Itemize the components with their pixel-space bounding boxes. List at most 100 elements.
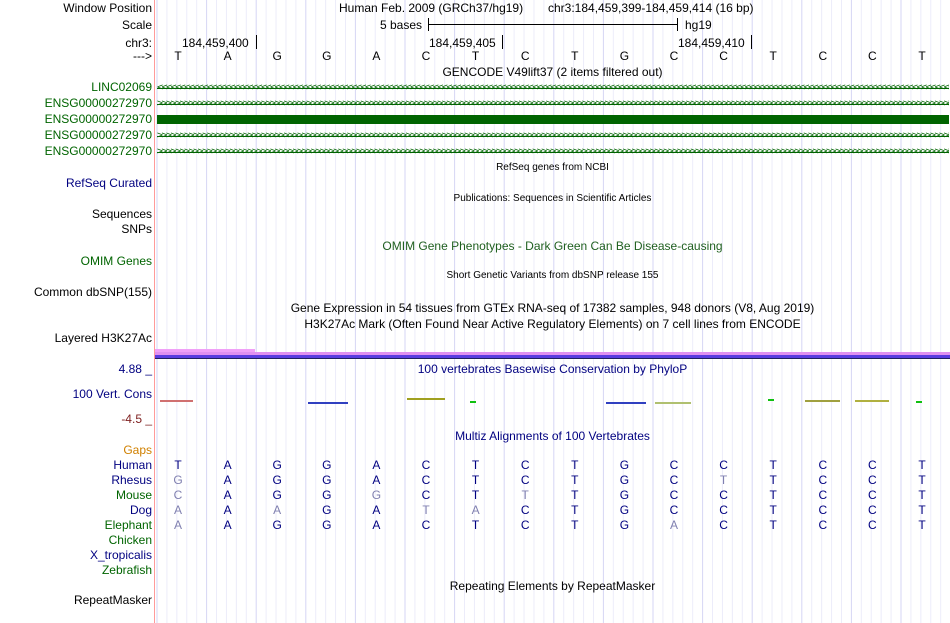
- dbsnp-label[interactable]: Common dbSNP(155): [33, 285, 152, 299]
- aligned-base-dog-13: T: [769, 503, 777, 517]
- aligned-base-rhesus-3: G: [272, 473, 282, 487]
- strand-arrows: >>>>>>>>>>>>>>>>>>>>>>>>>>>>>>>>>>>>>>>>…: [157, 146, 949, 157]
- scale-bar-left-end: [428, 18, 429, 31]
- species-label-elephant[interactable]: Elephant: [104, 518, 152, 532]
- gtex-track-title[interactable]: Gene Expression in 54 tissues from GTEx …: [290, 301, 815, 315]
- aligned-base-human-14: C: [818, 458, 828, 472]
- gene-label-ensg-4[interactable]: ENSG00000272970: [44, 144, 152, 158]
- dbsnp-track-title[interactable]: Short Genetic Variants from dbSNP releas…: [446, 270, 659, 281]
- gene-feature-ensg-4[interactable]: >>>>>>>>>>>>>>>>>>>>>>>>>>>>>>>>>>>>>>>>…: [157, 146, 949, 158]
- gene-label-ensg-2[interactable]: ENSG00000272970: [44, 112, 152, 126]
- vert-cons-label[interactable]: 100 Vert. Cons: [72, 387, 152, 401]
- base-5: A: [372, 49, 381, 63]
- aligned-base-mouse-12: C: [719, 488, 728, 502]
- species-label-chicken[interactable]: Chicken: [108, 533, 152, 547]
- aligned-base-elephant-11: A: [669, 518, 678, 532]
- scale-bar: [428, 24, 677, 25]
- base-7: T: [471, 49, 480, 63]
- phylop-track-title[interactable]: 100 vertebrates Basewise Conservation by…: [417, 362, 688, 376]
- omim-track-title[interactable]: OMIM Gene Phenotypes - Dark Green Can Be…: [382, 239, 723, 253]
- base-12: C: [719, 49, 728, 63]
- cons-mark-4: [470, 401, 476, 403]
- aligned-base-dog-2: A: [223, 503, 232, 517]
- aligned-base-elephant-8: C: [520, 518, 530, 532]
- rmsk-track-title[interactable]: Repeating Elements by RepeatMasker: [449, 579, 656, 593]
- base-gridlines: [156, 0, 942, 623]
- aligned-base-human-2: A: [223, 458, 232, 472]
- repeatmasker-label[interactable]: RepeatMasker: [73, 593, 152, 607]
- gene-line: [157, 104, 949, 105]
- aligned-base-dog-9: T: [571, 503, 579, 517]
- aligned-base-dog-16: T: [918, 503, 926, 517]
- cons-mark-6: [655, 402, 691, 404]
- aligned-base-mouse-1: C: [173, 488, 183, 502]
- aligned-base-elephant-12: C: [719, 518, 728, 532]
- aligned-base-human-15: C: [868, 458, 877, 472]
- base-3: G: [272, 49, 282, 63]
- cons-mark-1: [160, 400, 193, 402]
- coord-label-2: 184,459,405: [429, 36, 496, 50]
- gene-feature-linc02069[interactable]: <<<<<<<<<<<<<<<<<<<<<<<<<<<<<<<<<<<<<<<<…: [157, 82, 949, 94]
- aligned-base-rhesus-14: C: [818, 473, 828, 487]
- omim-label[interactable]: OMIM Genes: [80, 254, 152, 268]
- gene-feature-ensg-1[interactable]: >>>>>>>>>>>>>>>>>>>>>>>>>>>>>>>>>>>>>>>>…: [157, 98, 949, 110]
- gene-label-ensg-1[interactable]: ENSG00000272970: [44, 96, 152, 110]
- publications-track-title[interactable]: Publications: Sequences in Scientific Ar…: [453, 193, 652, 204]
- snps-label[interactable]: SNPs: [121, 222, 152, 236]
- species-label-mouse[interactable]: Mouse: [115, 488, 152, 502]
- aligned-base-rhesus-9: T: [571, 473, 579, 487]
- aligned-base-dog-7: A: [471, 503, 480, 517]
- aligned-base-dog-14: C: [818, 503, 828, 517]
- refseq-label[interactable]: RefSeq Curated: [65, 176, 152, 190]
- cons-mark-3: [407, 398, 445, 400]
- gene-label-ensg-3[interactable]: ENSG00000272970: [44, 128, 152, 142]
- h3k27ac-track-title[interactable]: H3K27Ac Mark (Often Found Near Active Re…: [304, 317, 801, 331]
- aligned-base-human-4: G: [322, 458, 332, 472]
- aligned-base-rhesus-11: C: [669, 473, 679, 487]
- aligned-base-dog-6: T: [422, 503, 430, 517]
- h3k27ac-signal: [155, 349, 950, 359]
- aligned-base-elephant-15: C: [868, 518, 877, 532]
- aligned-base-elephant-3: G: [272, 518, 282, 532]
- species-label-zebrafish[interactable]: Zebrafish: [101, 563, 152, 577]
- gene-exon-ensg-2[interactable]: [157, 115, 949, 124]
- species-label-rhesus[interactable]: Rhesus: [111, 473, 152, 487]
- gene-line: [157, 136, 949, 137]
- refseq-track-title[interactable]: RefSeq genes from NCBI: [496, 162, 609, 173]
- aligned-base-dog-4: G: [322, 503, 332, 517]
- gene-line: [157, 152, 949, 153]
- h3k27ac-baseline: [155, 358, 950, 359]
- base-1: T: [174, 49, 182, 63]
- aligned-base-elephant-10: G: [619, 518, 630, 532]
- species-label-x-tropicalis[interactable]: X_tropicalis: [89, 548, 152, 562]
- aligned-base-elephant-7: T: [471, 518, 480, 532]
- aligned-base-mouse-13: T: [769, 488, 777, 502]
- aligned-base-mouse-10: G: [619, 488, 630, 502]
- aligned-base-dog-11: C: [669, 503, 679, 517]
- gene-line: [157, 88, 949, 89]
- base-4: G: [322, 49, 332, 63]
- aligned-base-rhesus-8: C: [520, 473, 530, 487]
- h3k27ac-label[interactable]: Layered H3K27Ac: [54, 331, 152, 345]
- base-10: G: [619, 49, 630, 63]
- gene-feature-ensg-3[interactable]: >>>>>>>>>>>>>>>>>>>>>>>>>>>>>>>>>>>>>>>>…: [157, 130, 949, 142]
- gencode-track-title[interactable]: GENCODE V49lift37 (2 items filtered out): [442, 65, 663, 79]
- strand-label: --->: [133, 49, 152, 63]
- species-label-human[interactable]: Human: [113, 458, 152, 472]
- scale-label: Scale: [121, 18, 152, 32]
- sequences-label[interactable]: Sequences: [91, 207, 152, 221]
- aligned-base-rhesus-12: T: [719, 473, 728, 487]
- aligned-base-rhesus-4: G: [322, 473, 332, 487]
- chromosome-label: chr3:: [125, 36, 152, 50]
- aligned-base-rhesus-16: T: [918, 473, 926, 487]
- base-13: T: [769, 49, 777, 63]
- cons-mark-7: [768, 399, 774, 401]
- aligned-base-rhesus-13: T: [769, 473, 777, 487]
- gaps-label[interactable]: Gaps: [123, 443, 152, 457]
- gene-label-linc02069[interactable]: LINC02069: [91, 80, 152, 94]
- species-label-dog[interactable]: Dog: [129, 503, 152, 517]
- strand-arrows: >>>>>>>>>>>>>>>>>>>>>>>>>>>>>>>>>>>>>>>>…: [157, 98, 949, 109]
- multiz-track-title[interactable]: Multiz Alignments of 100 Vertebrates: [455, 429, 650, 443]
